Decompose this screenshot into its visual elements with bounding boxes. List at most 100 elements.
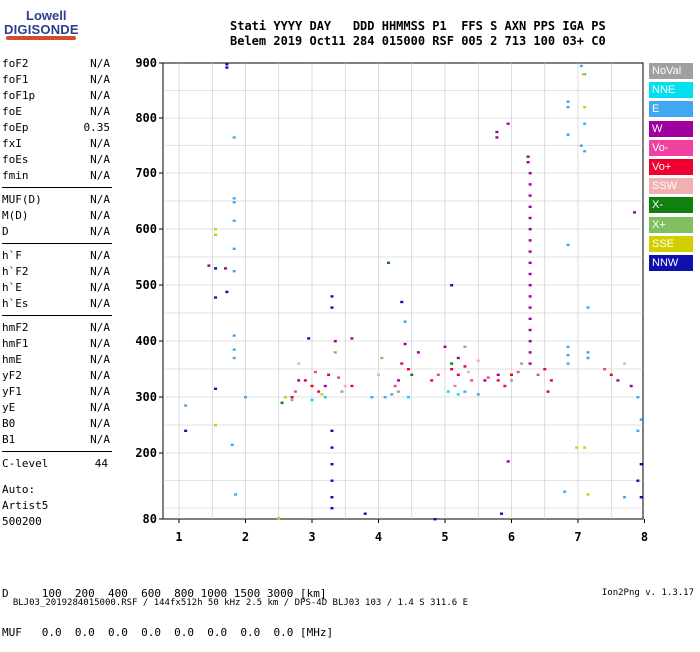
data-point-voplus [303, 379, 307, 382]
separator [2, 315, 112, 316]
data-point-nnw [363, 512, 367, 515]
data-point-w [528, 362, 532, 365]
param-name: foF1 [2, 73, 29, 86]
param-value: N/A [90, 281, 110, 294]
header-labels: Stati YYYY DAY DDD HHMMSS P1 FFS S AXN P… [230, 19, 606, 33]
auto-label: Auto: [2, 483, 36, 496]
x-tick-label: 4 [375, 530, 382, 544]
footer-version: Ion2Png v. 1.3.17 [601, 588, 694, 598]
param-value: N/A [90, 193, 110, 206]
data-point-w [528, 216, 532, 220]
param-value: N/A [90, 417, 110, 430]
y-tick-label: 500 [135, 278, 157, 292]
x-tick-label: 3 [308, 530, 315, 544]
data-point-w [323, 384, 327, 388]
data-point-e [579, 144, 583, 147]
data-point-w [333, 340, 337, 343]
param-name: yF2 [2, 369, 22, 382]
param-row-hf: h`F N/A [2, 248, 112, 264]
data-point-e [566, 345, 570, 348]
param-name: h`Es [2, 297, 29, 310]
param-row-b0: B0 N/A [2, 416, 112, 432]
data-point-sse [214, 424, 218, 427]
data-point-e [566, 100, 570, 103]
parameter-panel: foF2 N/A foF1 N/A foF1p N/A foE N/A foEp 0.35 fxI N… [2, 56, 112, 472]
data-point-e [636, 429, 640, 432]
data-point-voplus [546, 390, 550, 393]
data-point-nnw [636, 479, 640, 482]
data-point-w [616, 379, 620, 382]
param-value: N/A [90, 321, 110, 334]
data-point-e [244, 396, 247, 399]
auto-info: Auto: Artist5 500200 [2, 482, 48, 530]
legend-item-vominus: Vo- [649, 139, 693, 156]
param-name: C-level [2, 457, 49, 470]
x-tick-label: 5 [441, 530, 448, 544]
legend-item-nnw: NNW [649, 254, 693, 271]
y-tick-label: 700 [135, 166, 157, 180]
auto-code: 500200 [2, 515, 42, 528]
data-point-xplus [519, 362, 523, 365]
data-point-nnw [500, 512, 504, 515]
legend-item-e: E [649, 101, 693, 118]
data-point-nnw [330, 306, 334, 309]
data-point-w [528, 239, 532, 242]
data-point-e [579, 64, 583, 68]
param-name: fxI [2, 137, 22, 150]
data-point-nnw [330, 429, 334, 432]
param-name: h`F2 [2, 265, 29, 278]
data-point-voplus [456, 373, 460, 376]
data-point-e [636, 396, 640, 399]
y-tick-label: 900 [135, 56, 157, 70]
data-point-e [232, 201, 236, 204]
param-name: B1 [2, 433, 16, 446]
y-tick-label: 800 [135, 111, 157, 125]
data-point-w [528, 228, 532, 231]
data-point-nne [456, 393, 460, 396]
data-point-nnw [330, 496, 334, 499]
data-point-w [443, 345, 447, 348]
legend-item-w: W [649, 120, 693, 137]
data-point-e [234, 493, 238, 496]
digisonde-logo: Lowell DIGISONDE [4, 8, 79, 44]
param-value: N/A [90, 385, 110, 398]
data-point-w [456, 356, 460, 360]
data-point-vominus [313, 370, 317, 374]
param-row-hf2: h`F2 N/A [2, 264, 112, 280]
x-tick-label: 7 [574, 530, 581, 544]
data-point-nne [446, 390, 450, 393]
data-point-nnw [433, 518, 437, 521]
param-name: D [2, 225, 9, 238]
data-point-w [224, 267, 228, 270]
data-point-w [633, 211, 637, 214]
data-point-sse [214, 233, 218, 236]
param-value: N/A [90, 73, 110, 86]
data-point-nnw [307, 337, 311, 340]
logo-swoosh [6, 36, 76, 40]
legend-item-nne: NNE [649, 82, 693, 99]
data-point-w [528, 351, 532, 354]
data-point-sse [581, 73, 585, 76]
param-value: 0.35 [83, 121, 111, 134]
param-value: N/A [90, 297, 110, 310]
data-point-ssw [377, 373, 380, 376]
data-point-e [232, 247, 236, 250]
param-name: h`E [2, 281, 22, 294]
x-tick-label: 2 [242, 530, 249, 544]
data-point-e [232, 219, 236, 222]
param-name: M(D) [2, 209, 29, 222]
data-point-w [629, 384, 633, 388]
data-point-nnw [225, 290, 229, 294]
data-point-ssw [343, 384, 347, 388]
param-value: N/A [90, 265, 110, 278]
data-point-w [528, 317, 532, 320]
legend-item-ssw: SSW [649, 178, 693, 195]
data-point-sse [586, 493, 590, 496]
param-row-md: M(D) N/A [2, 208, 112, 224]
param-name: hmF1 [2, 337, 29, 350]
param-value: N/A [90, 433, 110, 446]
data-point-e [566, 354, 570, 357]
param-row-fmin: fmin N/A [2, 168, 112, 184]
data-point-sse [277, 516, 281, 520]
param-row-fxi: fxI N/A [2, 136, 112, 152]
